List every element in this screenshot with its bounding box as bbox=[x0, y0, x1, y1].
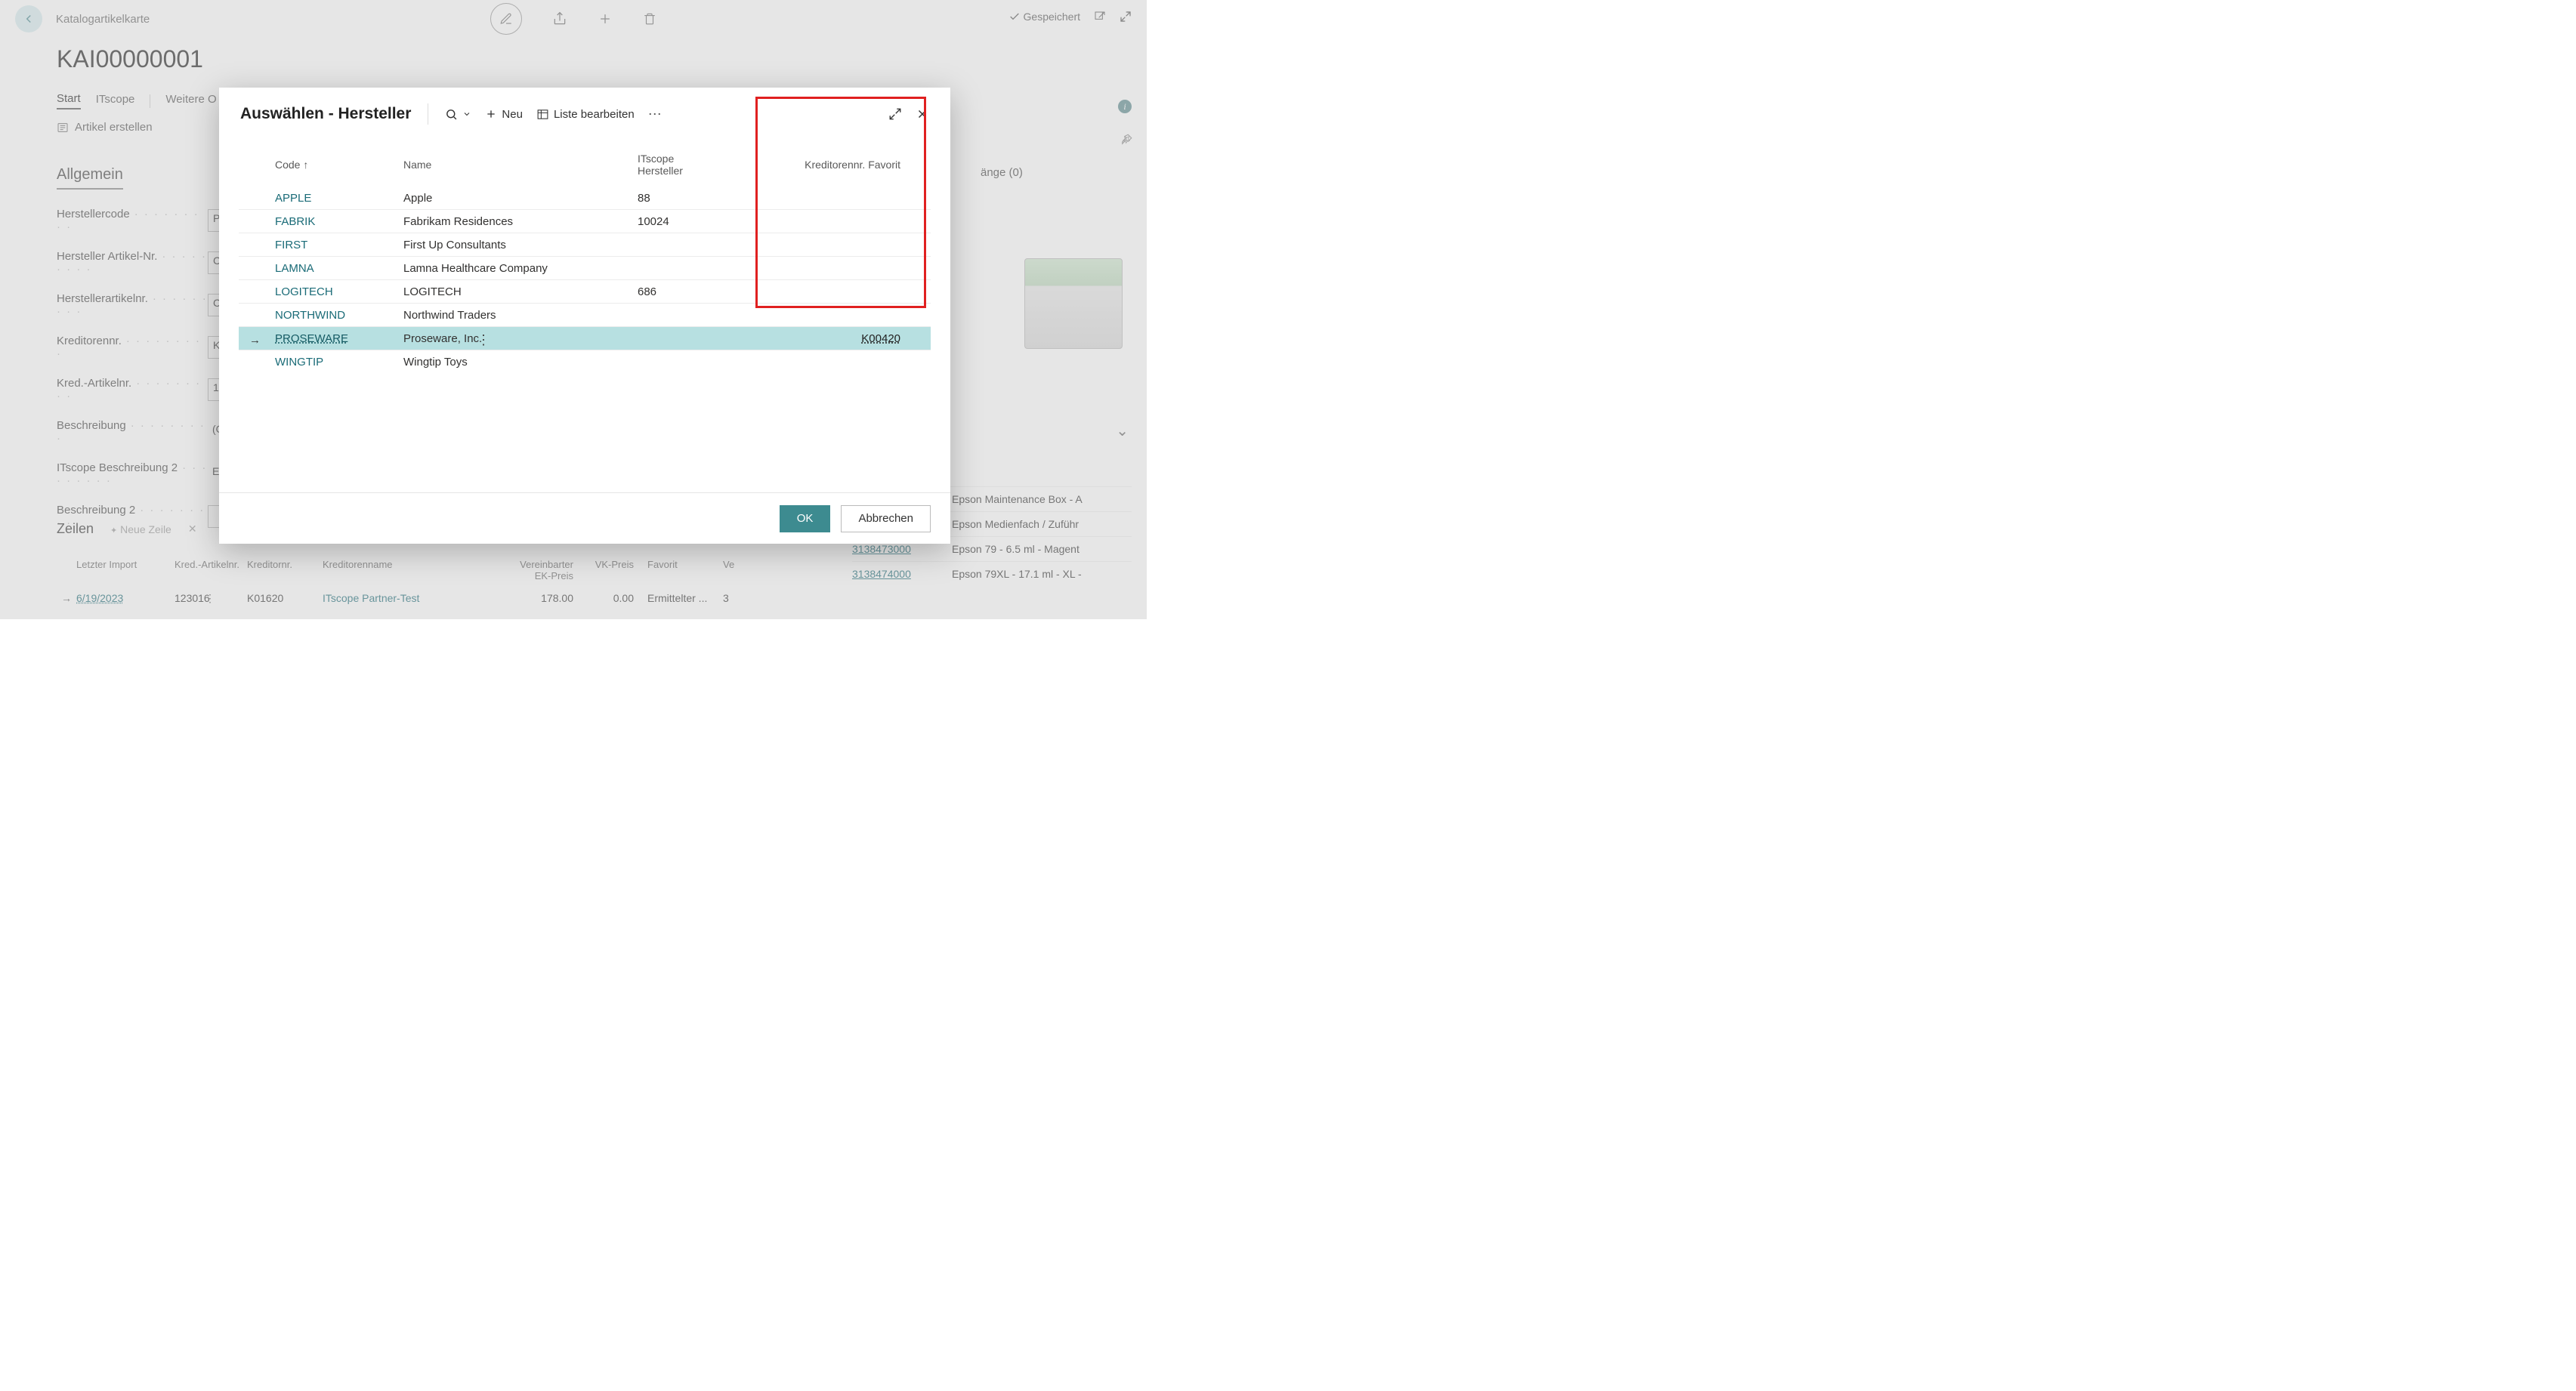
modal-title: Auswählen - Hersteller bbox=[240, 105, 411, 123]
cancel-button[interactable]: Abbrechen bbox=[841, 505, 931, 532]
cell-itscope bbox=[632, 233, 722, 257]
cell-code[interactable]: →PROSEWARE⋮ bbox=[239, 327, 397, 350]
list-edit-icon bbox=[536, 108, 549, 121]
cell-itscope bbox=[632, 350, 722, 374]
cell-itscope: 10024 bbox=[632, 210, 722, 233]
modal-header: Auswählen - Hersteller Neu Liste bearbei… bbox=[219, 88, 950, 140]
modal-more-icon[interactable]: ⋯ bbox=[648, 106, 663, 122]
cell-itscope bbox=[632, 304, 722, 327]
table-row[interactable]: LAMNALamna Healthcare Company bbox=[239, 257, 931, 280]
cell-name: Northwind Traders bbox=[397, 304, 632, 327]
cell-name: Lamna Healthcare Company bbox=[397, 257, 632, 280]
modal-edit-list-button[interactable]: Liste bearbeiten bbox=[536, 108, 635, 121]
cell-name: LOGITECH bbox=[397, 280, 632, 304]
table-row[interactable]: FABRIKFabrikam Residences10024 bbox=[239, 210, 931, 233]
cell-kreditor-favorit bbox=[722, 304, 931, 327]
cell-code[interactable]: WINGTIP bbox=[239, 350, 397, 374]
th-code[interactable]: Code ↑ bbox=[239, 145, 397, 187]
row-selected-arrow-icon: → bbox=[249, 334, 261, 347]
cell-name: Wingtip Toys bbox=[397, 350, 632, 374]
table-row[interactable]: NORTHWINDNorthwind Traders bbox=[239, 304, 931, 327]
plus-icon bbox=[485, 108, 497, 120]
cell-code[interactable]: NORTHWIND bbox=[239, 304, 397, 327]
th-itscope[interactable]: ITscope Hersteller bbox=[632, 145, 722, 187]
cell-kreditor-favorit bbox=[722, 257, 931, 280]
modal-body: Code ↑ Name ITscope Hersteller Kreditore… bbox=[219, 140, 950, 492]
select-manufacturer-modal: Auswählen - Hersteller Neu Liste bearbei… bbox=[219, 88, 950, 544]
cell-name: Proseware, Inc. bbox=[397, 327, 632, 350]
cell-name: Apple bbox=[397, 187, 632, 210]
chevron-down-icon bbox=[462, 109, 471, 119]
search-icon bbox=[445, 108, 458, 121]
th-name[interactable]: Name bbox=[397, 145, 632, 187]
table-row[interactable]: →PROSEWARE⋮Proseware, Inc. K00420 bbox=[239, 327, 931, 350]
cell-kreditor-favorit bbox=[722, 280, 931, 304]
cell-kreditor-favorit bbox=[722, 350, 931, 374]
cell-kreditor-favorit bbox=[722, 187, 931, 210]
cell-name: First Up Consultants bbox=[397, 233, 632, 257]
cell-code[interactable]: LAMNA bbox=[239, 257, 397, 280]
cell-code[interactable]: LOGITECH bbox=[239, 280, 397, 304]
cell-name: Fabrikam Residences bbox=[397, 210, 632, 233]
modal-window-controls bbox=[888, 107, 929, 121]
modal-new-button[interactable]: Neu bbox=[485, 108, 523, 121]
modal-search-button[interactable] bbox=[445, 108, 471, 121]
modal-new-label: Neu bbox=[502, 108, 523, 121]
modal-footer: OK Abbrechen bbox=[219, 492, 950, 544]
cell-code[interactable]: APPLE bbox=[239, 187, 397, 210]
cell-itscope: 88 bbox=[632, 187, 722, 210]
cell-code[interactable]: FIRST bbox=[239, 233, 397, 257]
manufacturer-table: Code ↑ Name ITscope Hersteller Kreditore… bbox=[239, 145, 931, 374]
th-kreditor-favorit[interactable]: Kreditorennr. Favorit bbox=[722, 145, 931, 187]
table-header-row: Code ↑ Name ITscope Hersteller Kreditore… bbox=[239, 145, 931, 187]
cell-code[interactable]: FABRIK bbox=[239, 210, 397, 233]
table-row[interactable]: WINGTIPWingtip Toys bbox=[239, 350, 931, 374]
cell-itscope bbox=[632, 327, 722, 350]
table-row[interactable]: FIRSTFirst Up Consultants bbox=[239, 233, 931, 257]
cell-kreditor-favorit: K00420 bbox=[722, 327, 931, 350]
cell-kreditor-favorit bbox=[722, 210, 931, 233]
expand-icon[interactable] bbox=[888, 107, 902, 121]
close-icon[interactable] bbox=[916, 107, 929, 121]
cell-itscope: 686 bbox=[632, 280, 722, 304]
table-row[interactable]: LOGITECHLOGITECH686 bbox=[239, 280, 931, 304]
cell-kreditor-favorit bbox=[722, 233, 931, 257]
modal-edit-list-label: Liste bearbeiten bbox=[554, 108, 635, 121]
cell-itscope bbox=[632, 257, 722, 280]
ok-button[interactable]: OK bbox=[780, 505, 831, 532]
table-row[interactable]: APPLEApple88 bbox=[239, 187, 931, 210]
row-menu-icon[interactable]: ⋮ bbox=[477, 332, 490, 348]
